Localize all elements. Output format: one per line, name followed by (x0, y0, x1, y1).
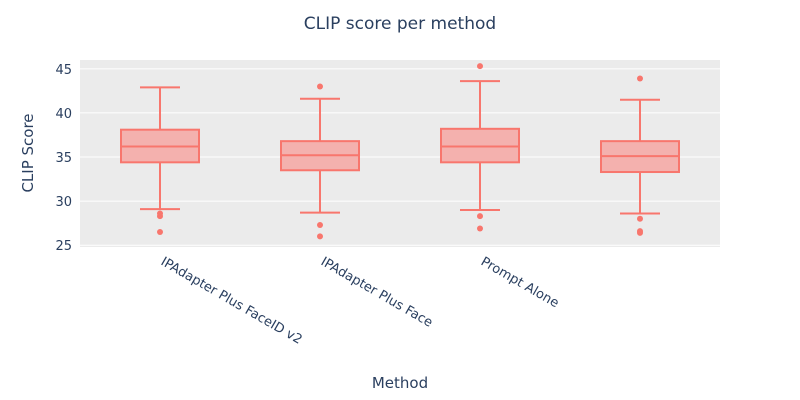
x-axis-title: Method (372, 374, 428, 392)
outlier-point (637, 215, 643, 222)
x-tick-label: IPAdapter Plus Face (318, 254, 435, 330)
y-axis-ticks: 25 30 35 40 45 (55, 63, 72, 254)
boxes (120, 63, 680, 240)
outlier-point (317, 221, 323, 228)
box-group (280, 83, 360, 240)
outlier-point (157, 229, 163, 236)
box-group (600, 75, 680, 236)
box-group (440, 63, 520, 232)
outlier-point (637, 75, 643, 82)
x-tick-label: IPAdapter Plus FaceID v2 (158, 254, 304, 347)
outlier-point (157, 210, 163, 217)
outlier-point (317, 83, 323, 90)
chart-title: CLIP score per method (304, 14, 496, 34)
box-group (120, 86, 200, 236)
y-tick-label: 35 (55, 151, 72, 166)
y-axis-title: CLIP Score (19, 113, 37, 192)
x-axis-ticks: IPAdapter Plus FaceID v2 IPAdapter Plus F… (158, 254, 561, 347)
y-tick-label: 25 (55, 239, 72, 254)
outlier-point (477, 63, 483, 70)
outlier-point (637, 229, 643, 236)
outlier-point (477, 213, 483, 220)
outlier-point (477, 225, 483, 232)
outlier-point (317, 233, 323, 240)
y-tick-label: 30 (55, 195, 72, 210)
y-tick-label: 40 (55, 107, 72, 122)
x-tick-label: Prompt Alone (478, 254, 561, 311)
y-tick-label: 45 (55, 63, 72, 78)
